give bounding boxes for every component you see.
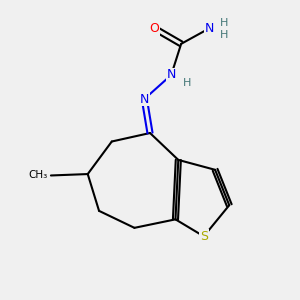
Text: CH₃: CH₃ xyxy=(29,170,48,181)
Text: N: N xyxy=(205,22,214,35)
Text: S: S xyxy=(200,230,208,243)
Text: H: H xyxy=(220,18,229,28)
Text: H: H xyxy=(220,30,229,40)
Text: N: N xyxy=(167,68,176,82)
Text: H: H xyxy=(183,78,191,88)
Text: N: N xyxy=(140,92,149,106)
Text: O: O xyxy=(149,22,159,35)
